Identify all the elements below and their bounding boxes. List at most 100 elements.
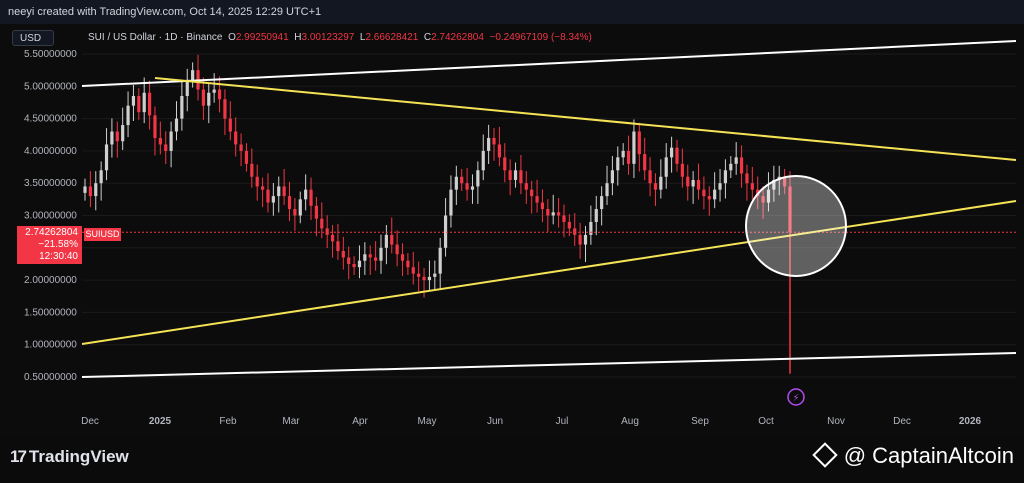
candle-body (583, 234, 588, 245)
candle-body (115, 131, 119, 142)
change-value: −0.24967109 (−8.34%) (489, 32, 592, 43)
last-change-pct: −21.58% (38, 239, 78, 250)
currency-label: USD (20, 33, 42, 44)
currency-button[interactable]: USD (12, 30, 54, 46)
candle-body (158, 137, 162, 145)
low-value: 2.66628421 (365, 32, 419, 43)
candle-body (626, 150, 631, 164)
high-value: 3.00123297 (301, 32, 355, 43)
candle-body (508, 170, 512, 180)
candle-body (411, 267, 415, 274)
candle-body (320, 218, 324, 229)
candle-body (524, 183, 528, 190)
candle-body (556, 212, 561, 216)
event-bolt-icon: ⚡ (792, 393, 799, 404)
watermark-text: @ CaptainAltcoin (843, 443, 1014, 468)
candle-body (185, 79, 189, 96)
x-tick-label: 2026 (959, 416, 982, 427)
y-tick-label: 4.00000000 (24, 146, 77, 157)
x-tick-label: May (418, 416, 437, 427)
candle-body (104, 144, 109, 171)
y-tick-label: 1.50000000 (24, 307, 77, 318)
candle-body (379, 247, 383, 261)
low-label: L (359, 32, 366, 43)
high-label: H (294, 32, 302, 43)
candle-body (535, 196, 539, 203)
candle-body (616, 157, 620, 171)
x-tick-label: Feb (219, 416, 237, 427)
candle-body (400, 254, 405, 261)
x-tick-label: Apr (352, 416, 368, 427)
candle-body (643, 154, 647, 171)
attribution-bar: neeyi created with TradingView.com, Oct … (0, 0, 1024, 24)
x-tick-label: Aug (621, 416, 639, 427)
candle-body (718, 183, 722, 190)
candle-body (460, 176, 464, 184)
candle-body (207, 92, 211, 106)
candle-body (406, 260, 410, 268)
candle-body (282, 186, 286, 197)
time-axis: Dec 2025 Feb Mar Apr May Jun Jul Aug Sep Oct Nov Dec… (81, 416, 981, 427)
y-tick-label: 2.00000000 (24, 275, 77, 286)
watermark: @ CaptainAltcoin (811, 442, 1014, 469)
candle-body (83, 186, 87, 193)
event-marker-icon (787, 388, 805, 406)
candle-body (309, 189, 313, 206)
close-label: C (423, 32, 432, 43)
candle-body (260, 186, 265, 190)
candle-body (94, 183, 98, 197)
tradingview-logo[interactable]: 17 TradingView (10, 447, 129, 467)
footer (0, 436, 1024, 483)
candle-body (513, 170, 518, 180)
candle-body (670, 147, 674, 158)
candle-body (234, 131, 238, 145)
candle-body (142, 92, 146, 113)
candle-body (562, 215, 566, 222)
last-price-tag: 2.74262804 −21.58% 12:30:40 (17, 226, 82, 264)
candle-body (600, 196, 604, 210)
candle-body (191, 70, 195, 80)
candle-body (287, 196, 292, 210)
symbol-label[interactable]: SUI / US Dollar · 1D · Binance (88, 32, 223, 43)
candle-body (228, 118, 232, 132)
candle-body (621, 150, 625, 158)
candle-body (573, 228, 577, 235)
candle-body (147, 92, 152, 116)
candle-body (530, 189, 534, 197)
candle-body (390, 234, 394, 245)
candle-body (750, 183, 754, 190)
candle-body (503, 157, 507, 171)
candle-body (686, 176, 690, 187)
candle-body (465, 183, 469, 190)
diamond-icon (811, 442, 838, 468)
candle-body (589, 221, 593, 235)
candle-body (433, 273, 437, 277)
candle-body (330, 234, 335, 242)
candle-body (492, 137, 496, 145)
x-tick-label: Jun (487, 416, 503, 427)
candle-body (729, 163, 733, 171)
candle-body (304, 189, 308, 200)
triangle-lower-line (81, 200, 1017, 345)
candle-body (519, 170, 523, 184)
channel-upper-line (81, 40, 1017, 87)
x-tick-label: Dec (81, 416, 99, 427)
candle-body (277, 186, 281, 197)
candle-body (422, 276, 426, 281)
candle-body (153, 115, 157, 138)
candle-body (567, 221, 571, 229)
candle-body (783, 176, 787, 187)
candle-body (255, 176, 259, 187)
candle-body (449, 189, 453, 216)
chart-area[interactable]: 5.50000000 5.00000000 4.50000000 4.00000000… (0, 24, 1024, 436)
symbol-tag: SUIUSD (84, 228, 121, 241)
trendlines: ⚡ (81, 40, 1017, 406)
candle-body (497, 144, 501, 158)
y-tick-label: 1.00000000 (24, 340, 77, 351)
price-chart[interactable]: 5.50000000 5.00000000 4.50000000 4.00000000… (0, 24, 1024, 436)
candles (83, 54, 792, 374)
x-tick-label: Jul (556, 416, 569, 427)
channel-lower-line (81, 352, 1017, 378)
y-tick-label: 3.50000000 (24, 178, 77, 189)
candle-body (212, 89, 216, 93)
